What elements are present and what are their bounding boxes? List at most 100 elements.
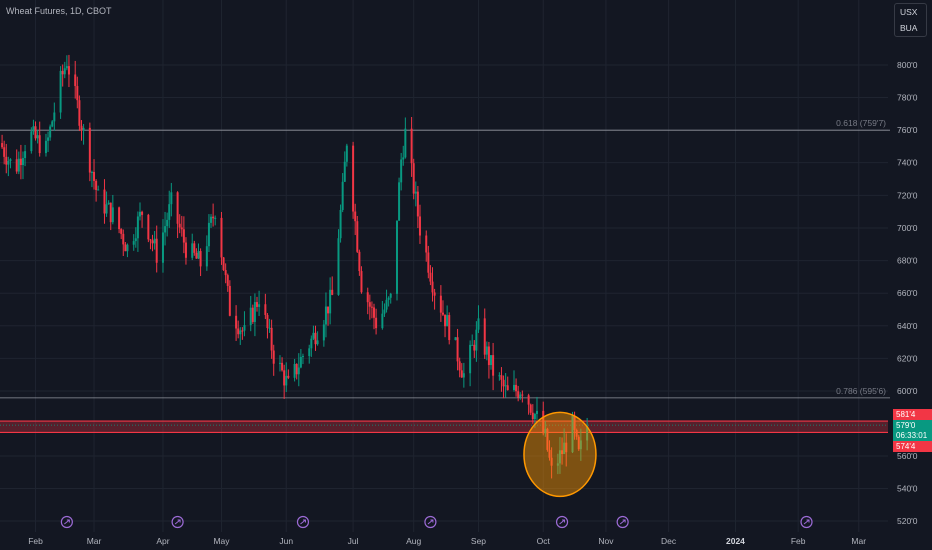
candle-body	[168, 204, 171, 220]
chart-title: Wheat Futures, 1D, CBOT	[6, 6, 112, 16]
time-axis-label: Apr	[156, 536, 169, 546]
candle-body	[161, 232, 164, 263]
last-price-tag: 579'0	[893, 420, 932, 431]
candle-body	[475, 329, 478, 351]
candle-body	[9, 159, 12, 161]
candle-body	[439, 295, 442, 313]
price-axis-label: 700'0	[897, 223, 918, 233]
candle-body	[517, 391, 520, 398]
time-axis-label: Sep	[471, 536, 486, 546]
candle-body	[287, 375, 290, 378]
candle-body	[255, 302, 258, 307]
price-axis-label: 560'0	[897, 451, 918, 461]
event-markers[interactable]	[60, 515, 813, 529]
price-axis[interactable]: 800'0 780'0 760'0 740'0 720'0 700'0 680'0 660'0…	[897, 60, 918, 526]
event-marker-glyph	[559, 519, 566, 525]
unit-selector[interactable]: USX BUA	[894, 3, 927, 37]
candle-body	[354, 211, 357, 222]
candle-body	[88, 127, 91, 173]
candle-body	[67, 66, 70, 75]
candle-body	[105, 204, 108, 214]
candle-body	[441, 312, 444, 315]
candle-body	[431, 281, 434, 293]
highlight-ellipse	[523, 411, 597, 498]
candle-body	[329, 289, 332, 314]
price-axis-label: 740'0	[897, 158, 918, 168]
candle-body	[281, 362, 284, 371]
candle-body	[416, 191, 419, 217]
candle-body	[542, 410, 545, 434]
candle-body	[193, 243, 196, 253]
candle-body	[314, 332, 317, 345]
price-axis-label: 680'0	[897, 256, 918, 266]
candle-body	[527, 395, 530, 405]
candle-body	[345, 145, 348, 162]
candle-body	[446, 315, 449, 327]
candle-body	[327, 306, 330, 314]
candlestick-series	[1, 54, 589, 479]
candle-body	[512, 384, 515, 391]
candle-body	[74, 74, 77, 87]
candle-body	[579, 440, 582, 450]
unit-label: BUA	[900, 23, 918, 33]
candle-body	[586, 425, 589, 441]
candle-body	[471, 344, 474, 346]
candle-body	[178, 223, 181, 228]
candle-body	[264, 304, 267, 315]
candle-body	[34, 126, 37, 139]
candle-body	[30, 131, 33, 152]
candle-body	[297, 367, 300, 375]
candle-body	[492, 355, 495, 376]
time-axis-label: Feb	[28, 536, 43, 546]
candle-body	[561, 450, 564, 455]
zone-low-price-tag: 574'4	[893, 441, 932, 452]
candle-body	[385, 299, 388, 310]
candle-body	[21, 158, 24, 166]
candle-body	[95, 180, 98, 190]
candle-body	[132, 241, 135, 245]
zone-band	[0, 421, 888, 433]
candle-body	[24, 151, 27, 159]
time-axis-label: Feb	[791, 536, 806, 546]
candle-body	[337, 238, 340, 295]
candle-body	[278, 362, 281, 364]
candle-body	[65, 66, 68, 69]
candle-body	[107, 202, 110, 205]
candle-body	[331, 289, 334, 295]
candle-body	[389, 293, 392, 298]
candle-body	[370, 306, 373, 308]
candle-body	[462, 373, 465, 378]
candle-body	[312, 332, 315, 339]
candle-body	[138, 211, 141, 217]
candle-body	[556, 463, 559, 466]
candle-body	[308, 348, 311, 356]
candle-body	[90, 171, 93, 173]
candle-body	[17, 158, 20, 172]
time-axis-label: May	[213, 536, 230, 546]
candle-body	[571, 415, 574, 453]
candle-body	[395, 220, 398, 294]
candle-body	[477, 318, 480, 330]
candle-body	[7, 160, 10, 165]
event-marker-glyph	[427, 519, 434, 525]
candle-body	[577, 436, 580, 450]
candle-body	[352, 145, 355, 212]
time-axis[interactable]: Feb Mar Apr May Jun Jul Aug Sep Oct Nov Dec 2024 Feb…	[28, 536, 866, 546]
candle-body	[310, 338, 313, 349]
candle-body	[356, 221, 359, 252]
candle-body	[454, 337, 457, 341]
candle-body	[412, 163, 415, 194]
candle-body	[448, 315, 451, 341]
candle-body	[500, 375, 503, 380]
candle-body	[322, 324, 325, 341]
candle-body	[195, 252, 198, 259]
fib-label: 0.618 (759'7)	[836, 118, 886, 128]
candle-body	[293, 363, 296, 378]
time-axis-label: Mar	[87, 536, 102, 546]
candle-body	[222, 257, 225, 271]
time-axis-label: Aug	[406, 536, 421, 546]
candle-body	[19, 158, 22, 166]
candle-body	[182, 229, 185, 243]
candle-body	[141, 211, 144, 215]
